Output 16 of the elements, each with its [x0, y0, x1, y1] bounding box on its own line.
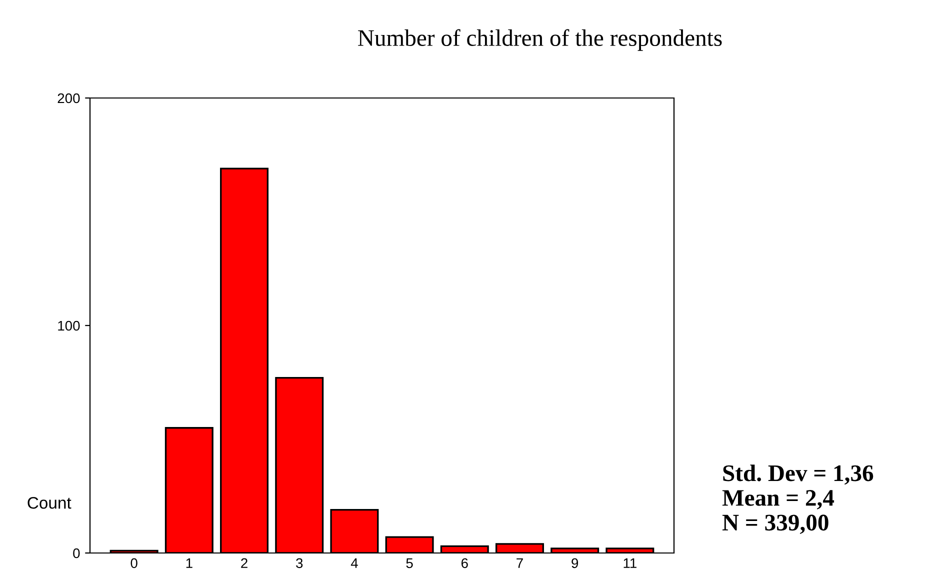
y-tick-label: 100	[58, 320, 80, 331]
text: Std. Dev = 1,36 Mean = 2,4 N = 339,00	[722, 464, 874, 534]
x-tick-label: 3	[296, 558, 303, 568]
x-tick-label: 7	[516, 558, 523, 568]
y-tick-label: 200	[58, 93, 80, 104]
x-tick-label: 2	[241, 558, 248, 568]
x-tick-label: 9	[572, 558, 578, 568]
y-tick-label: 0	[73, 548, 80, 558]
x-tick-label: 1	[186, 558, 192, 568]
x-tick-label: 11	[624, 558, 636, 568]
x-tick-label: 4	[350, 558, 358, 568]
x-tick-label: 0	[130, 558, 138, 568]
x-tick-label: 6	[461, 558, 468, 568]
x-tick-label: 5	[406, 558, 413, 568]
y-axis-title: Count	[28, 496, 72, 509]
chart-title: Number of children of the respondents	[358, 29, 722, 51]
